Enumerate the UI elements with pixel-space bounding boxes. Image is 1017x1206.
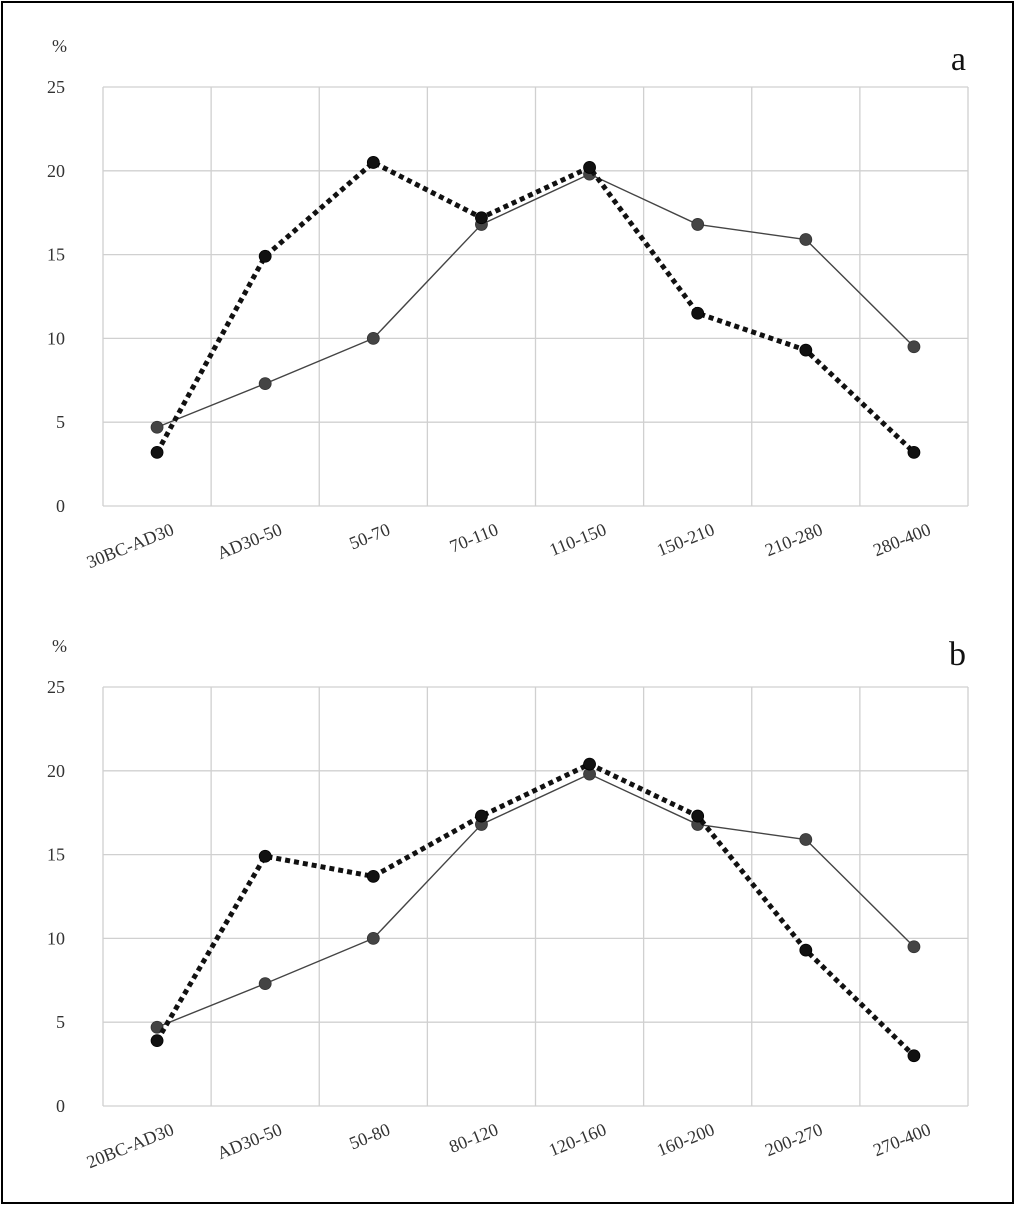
- y-tick-label: 25: [47, 677, 65, 697]
- data-point: [258, 849, 272, 863]
- x-tick-label: 120-160: [546, 1119, 609, 1160]
- x-tick-label: 50-70: [346, 519, 392, 553]
- data-point: [799, 943, 813, 957]
- y-tick-label: 20: [47, 161, 65, 181]
- data-point: [258, 377, 272, 391]
- x-tick-label: 200-270: [762, 1119, 825, 1160]
- series-dotted: [150, 757, 921, 1063]
- data-point: [366, 331, 380, 345]
- y-tick-label: 15: [47, 245, 65, 265]
- chart-panel-a: 0 5 10 15 20 25% a 30BC-AD30 AD30-50 50-70 70-110 1…: [47, 36, 969, 572]
- data-point: [150, 445, 164, 459]
- data-point: [907, 1049, 921, 1063]
- x-tick-label: 70-110: [447, 519, 501, 556]
- y-tick-label: 25: [47, 77, 65, 97]
- x-tick-label: 50-80: [346, 1119, 392, 1153]
- series-line: [154, 761, 916, 1058]
- x-tick-label: AD30-50: [214, 1119, 285, 1163]
- y-tick-label: 15: [47, 845, 65, 865]
- y-unit-label: %: [52, 636, 67, 656]
- series-line: [154, 159, 916, 455]
- chart-panel-b: 0 5 10 15 20 25% b 20BC-AD30 AD30-50 50-80 80-120 1…: [47, 636, 969, 1172]
- data-point: [691, 306, 705, 320]
- y-tick-label: 10: [47, 928, 65, 948]
- x-tick-label: 20BC-AD30: [84, 1119, 177, 1172]
- data-point: [907, 340, 921, 354]
- data-point: [691, 218, 705, 231]
- x-tick-label: 80-120: [446, 1119, 501, 1157]
- x-tick-label: 270-400: [870, 1119, 933, 1160]
- y-tick-label: 0: [56, 1096, 65, 1116]
- x-tick-label: AD30-50: [214, 519, 285, 563]
- data-point: [799, 233, 813, 246]
- x-tick-label: 160-200: [654, 1119, 717, 1160]
- data-point: [366, 156, 380, 169]
- data-point: [366, 932, 380, 945]
- y-tick-label: 5: [56, 412, 65, 432]
- y-tick-label: 0: [56, 496, 65, 516]
- y-unit-label: %: [52, 36, 67, 56]
- data-point: [907, 445, 921, 459]
- y-tick-label: 20: [47, 761, 65, 781]
- x-tick-label: 150-210: [654, 519, 717, 560]
- series-line: [156, 773, 915, 1028]
- data-point: [475, 211, 488, 225]
- data-point: [475, 809, 488, 823]
- data-point: [366, 869, 380, 883]
- y-tick-label: 5: [56, 1012, 65, 1032]
- data-point: [583, 161, 596, 174]
- data-point: [799, 833, 813, 846]
- x-tick-label: 210-280: [762, 519, 825, 560]
- data-point: [258, 977, 272, 991]
- y-tick-label: 10: [47, 328, 65, 348]
- data-point: [150, 420, 164, 434]
- panel-label: a: [951, 41, 966, 78]
- x-tick-label: 110-150: [547, 519, 610, 560]
- data-point: [691, 809, 705, 823]
- x-tick-label: 30BC-AD30: [84, 519, 177, 572]
- data-point: [150, 1034, 164, 1048]
- data-point: [258, 249, 272, 263]
- data-point: [907, 940, 921, 954]
- data-point: [150, 1020, 164, 1034]
- data-point: [583, 757, 596, 771]
- series-line: [156, 173, 915, 428]
- series-dotted: [150, 156, 921, 459]
- data-point: [799, 343, 813, 357]
- x-tick-label: 280-400: [870, 519, 933, 560]
- panel-label: b: [949, 636, 966, 673]
